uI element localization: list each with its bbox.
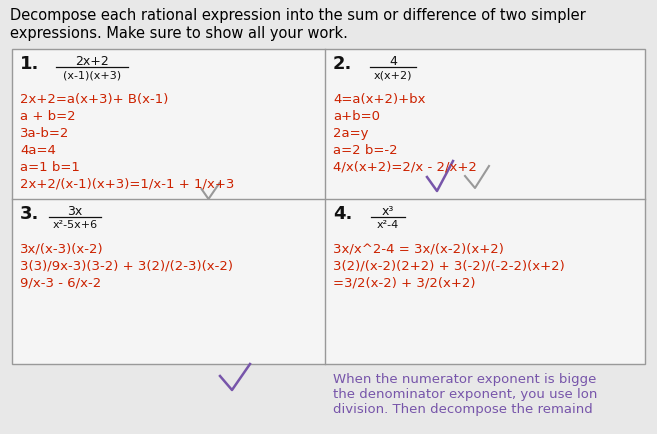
Text: 4/x(x+2)=2/x - 2/x+2: 4/x(x+2)=2/x - 2/x+2: [333, 161, 477, 174]
Text: 3x: 3x: [68, 204, 83, 217]
Text: x(x+2): x(x+2): [374, 70, 412, 80]
Text: 3x/x^2-4 = 3x/(x-2)(x+2): 3x/x^2-4 = 3x/(x-2)(x+2): [333, 243, 504, 256]
Text: 3a-b=2: 3a-b=2: [20, 127, 70, 140]
Text: 4a=4: 4a=4: [20, 144, 56, 157]
Text: 2x+2/(x-1)(x+3)=1/x-1 + 1/x+3: 2x+2/(x-1)(x+3)=1/x-1 + 1/x+3: [20, 178, 235, 191]
Text: (x-1)(x+3): (x-1)(x+3): [63, 70, 121, 80]
Text: 3.: 3.: [20, 204, 39, 223]
Text: a=1 b=1: a=1 b=1: [20, 161, 80, 174]
Text: a=2 b=-2: a=2 b=-2: [333, 144, 397, 157]
Text: x³: x³: [382, 204, 394, 217]
Text: the denominator exponent, you use lon: the denominator exponent, you use lon: [333, 387, 597, 400]
Text: =3/2(x-2) + 3/2(x+2): =3/2(x-2) + 3/2(x+2): [333, 276, 476, 289]
Text: 4.: 4.: [333, 204, 352, 223]
Text: 2.: 2.: [333, 55, 352, 73]
Text: division. Then decompose the remaind: division. Then decompose the remaind: [333, 402, 593, 415]
Text: 2x+2: 2x+2: [75, 55, 109, 68]
Text: 4=a(x+2)+bx: 4=a(x+2)+bx: [333, 93, 426, 106]
Text: Decompose each rational expression into the sum or difference of two simpler: Decompose each rational expression into …: [10, 8, 586, 23]
Text: 2a=y: 2a=y: [333, 127, 369, 140]
Text: 3x/(x-3)(x-2): 3x/(x-3)(x-2): [20, 243, 104, 256]
Text: 1.: 1.: [20, 55, 39, 73]
Text: 3(3)/9x-3)(3-2) + 3(2)/(2-3)(x-2): 3(3)/9x-3)(3-2) + 3(2)/(2-3)(x-2): [20, 260, 233, 273]
Text: a+b=0: a+b=0: [333, 110, 380, 123]
Bar: [12, 50, 645, 364]
Text: 4: 4: [389, 55, 397, 68]
Text: 9/x-3 - 6/x-2: 9/x-3 - 6/x-2: [20, 276, 101, 289]
Text: x²-5x+6: x²-5x+6: [53, 220, 97, 230]
Text: 2x+2=a(x+3)+ B(x-1): 2x+2=a(x+3)+ B(x-1): [20, 93, 168, 106]
Text: When the numerator exponent is bigge: When the numerator exponent is bigge: [333, 372, 597, 385]
Text: a + b=2: a + b=2: [20, 110, 76, 123]
Text: expressions. Make sure to show all your work.: expressions. Make sure to show all your …: [10, 26, 348, 41]
Text: x²-4: x²-4: [377, 220, 399, 230]
Text: 3(2)/(x-2)(2+2) + 3(-2)/(-2-2)(x+2): 3(2)/(x-2)(2+2) + 3(-2)/(-2-2)(x+2): [333, 260, 565, 273]
